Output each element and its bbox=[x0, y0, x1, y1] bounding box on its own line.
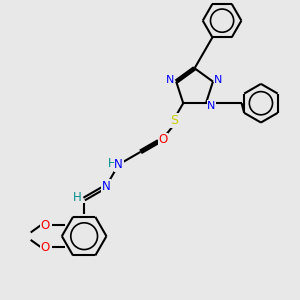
Text: S: S bbox=[170, 114, 178, 127]
Text: H: H bbox=[73, 191, 82, 204]
Text: O: O bbox=[158, 134, 168, 146]
Text: N: N bbox=[102, 180, 110, 193]
Text: N: N bbox=[166, 75, 175, 85]
Text: N: N bbox=[207, 100, 215, 111]
Text: H: H bbox=[108, 158, 116, 170]
Text: N: N bbox=[114, 158, 123, 171]
Text: N: N bbox=[214, 75, 223, 85]
Text: O: O bbox=[40, 241, 50, 254]
Text: O: O bbox=[40, 218, 50, 232]
